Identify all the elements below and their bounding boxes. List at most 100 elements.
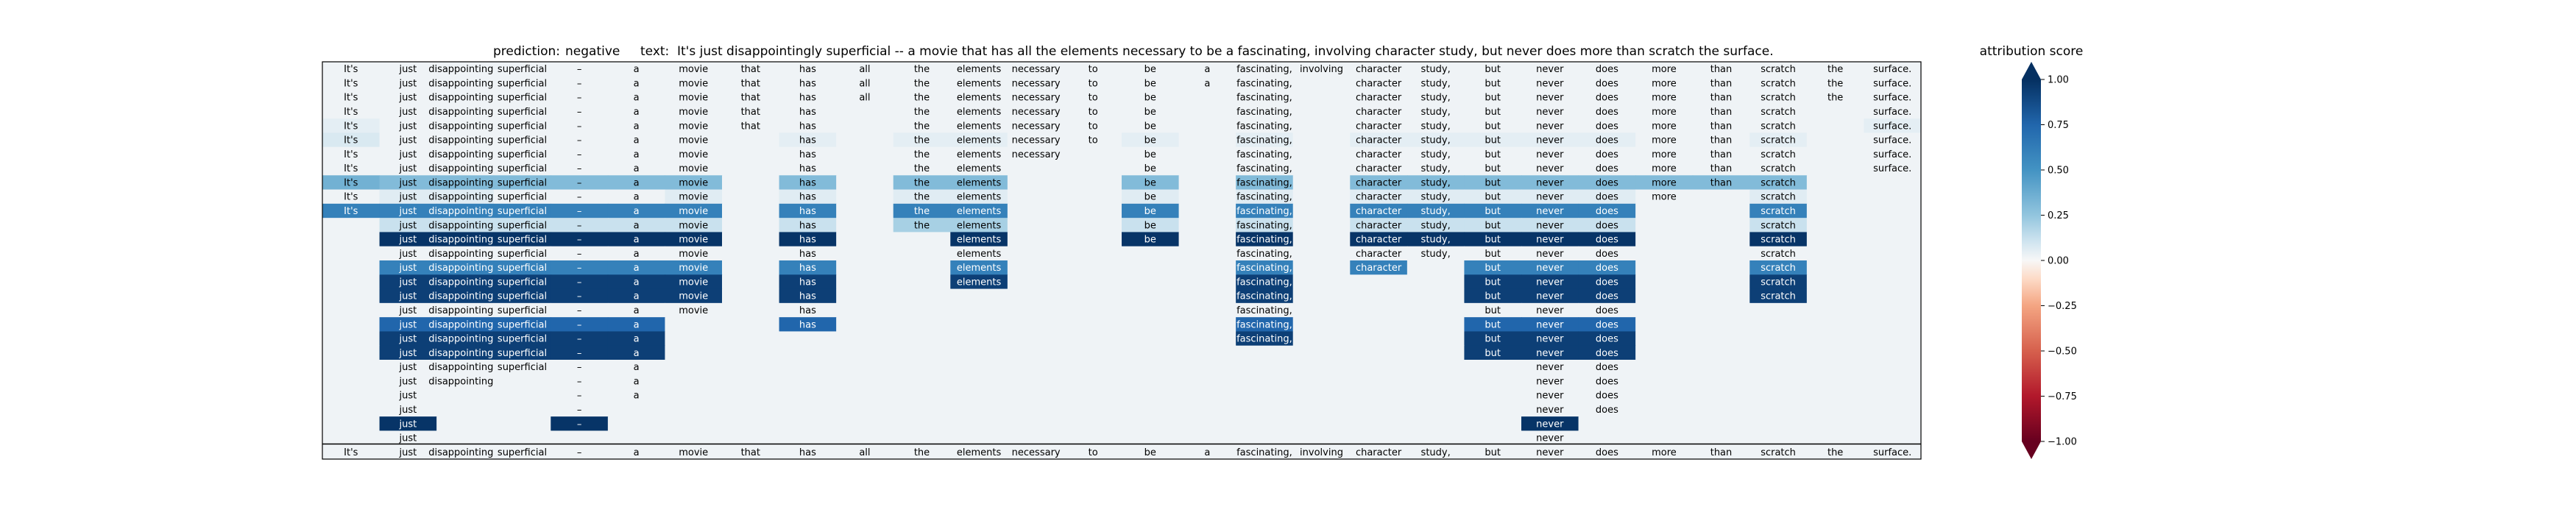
heatmap-cell — [493, 189, 551, 205]
heatmap-cell — [1122, 146, 1180, 162]
heatmap-cell — [1178, 175, 1236, 191]
heatmap-cell — [779, 360, 837, 374]
heatmap-cell — [1635, 388, 1694, 403]
heatmap-cell — [1749, 203, 1808, 219]
heatmap-cell — [493, 146, 551, 162]
token-label: disappointingly — [428, 149, 502, 160]
heatmap-cell — [436, 118, 495, 134]
heatmap-cell — [1406, 402, 1465, 417]
heatmap-cell — [322, 218, 381, 233]
token-label: a — [634, 192, 640, 203]
heatmap-cell — [1578, 302, 1636, 318]
heatmap-cell — [1292, 374, 1351, 389]
heatmap-cell — [1007, 161, 1066, 176]
heatmap-cell — [607, 246, 666, 261]
token-label: just — [398, 149, 417, 160]
heatmap-cell — [1406, 146, 1465, 162]
token-label: fascinating, — [1236, 334, 1292, 345]
token-label: disappointingly — [428, 64, 502, 75]
token-label: just — [398, 177, 417, 188]
heatmap-frame — [322, 61, 1922, 460]
heatmap-cell — [836, 444, 894, 460]
heatmap-cell — [322, 189, 381, 205]
token-label: but — [1485, 121, 1501, 132]
heatmap-cell — [1292, 104, 1351, 119]
token-label: – — [577, 291, 582, 302]
heatmap-cell — [1521, 218, 1579, 233]
token-label: superficial — [498, 249, 547, 260]
token-label: – — [577, 163, 582, 174]
token-label: superficial — [498, 78, 547, 89]
token-label: than — [1710, 177, 1733, 188]
token-label: movie — [679, 249, 708, 260]
heatmap-cell — [722, 132, 780, 148]
heatmap-cell — [1864, 388, 1922, 403]
heatmap-cell — [1350, 360, 1408, 374]
heatmap-cell — [551, 161, 609, 176]
heatmap-cell — [779, 331, 837, 347]
heatmap-cell — [779, 62, 837, 77]
heatmap-cell — [1464, 104, 1522, 119]
heatmap-cell — [1635, 132, 1694, 148]
token-label: does — [1596, 362, 1618, 373]
token-label: the — [914, 163, 930, 174]
heatmap-cell — [1464, 232, 1522, 247]
token-label: just — [398, 235, 417, 246]
colorbar-tick-label: 0.25 — [2048, 210, 2069, 221]
heatmap-cell — [322, 430, 381, 446]
heatmap-cell — [1749, 76, 1808, 91]
token-label: be — [1144, 447, 1156, 458]
heatmap-cell — [1521, 104, 1579, 119]
heatmap-cell — [322, 260, 381, 275]
heatmap-cell — [1864, 118, 1922, 134]
heatmap-cell — [1521, 345, 1579, 360]
heatmap-cell — [893, 302, 951, 318]
heatmap-cell — [1178, 402, 1236, 417]
heatmap-cell — [1236, 104, 1294, 119]
heatmap-cell — [1692, 388, 1750, 403]
heatmap-cell — [836, 374, 894, 389]
heatmap-cell — [493, 90, 551, 105]
heatmap-cell — [1749, 274, 1808, 290]
heatmap-cell — [1236, 90, 1294, 105]
heatmap-cell — [607, 175, 666, 191]
token-label: a — [1204, 78, 1210, 89]
token-label: has — [799, 135, 816, 146]
heatmap-cell — [436, 62, 495, 77]
colorbar-extend-top — [2022, 62, 2041, 79]
heatmap-cell — [1178, 360, 1236, 374]
heatmap-cell — [1064, 175, 1122, 191]
heatmap-cell — [950, 90, 1008, 105]
token-label: movie — [679, 78, 708, 89]
heatmap-cell — [551, 288, 609, 304]
heatmap-cell — [1064, 416, 1122, 432]
token-label: a — [634, 391, 640, 402]
token-label: superficial — [498, 447, 547, 458]
heatmap-cell — [893, 232, 951, 247]
heatmap-cell — [1692, 132, 1750, 148]
token-label: than — [1710, 163, 1733, 174]
heatmap-cell — [1692, 62, 1750, 77]
token-label: It's — [344, 192, 358, 203]
heatmap-cell — [665, 360, 723, 374]
heatmap-cell — [1806, 76, 1865, 91]
token-label: fascinating, — [1236, 206, 1292, 217]
heatmap-cell — [607, 232, 666, 247]
heatmap-cell — [1521, 360, 1579, 374]
token-label: involving — [1300, 447, 1343, 458]
heatmap-cell — [1806, 430, 1865, 446]
heatmap-cell — [1178, 302, 1236, 318]
heatmap-cell — [551, 118, 609, 134]
heatmap-cell — [722, 76, 780, 91]
token-label: a — [634, 107, 640, 118]
heatmap-cell — [1692, 189, 1750, 205]
heatmap-cell — [1864, 317, 1922, 333]
heatmap-cell — [1350, 146, 1408, 162]
heatmap-cell — [1635, 402, 1694, 417]
heatmap-cell — [493, 388, 551, 403]
token-label: fascinating, — [1236, 305, 1292, 316]
heatmap-cell — [1292, 388, 1351, 403]
token-label: never — [1536, 419, 1564, 430]
heatmap-cell — [493, 360, 551, 374]
heatmap-cell — [1292, 302, 1351, 318]
